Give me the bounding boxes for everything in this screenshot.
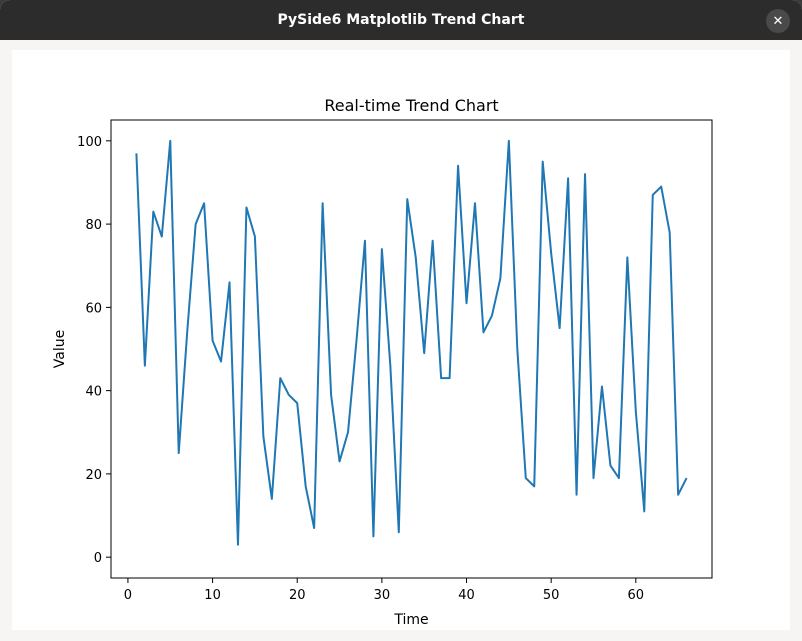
window-title: PySide6 Matplotlib Trend Chart xyxy=(277,12,525,28)
trend-chart: Real-time Trend Chart 0 20 40 60 80 100 0 10 20… xyxy=(52,96,713,628)
y-tick-label: 40 xyxy=(85,385,102,400)
x-tick-label: 40 xyxy=(458,588,475,603)
close-icon: ✕ xyxy=(772,13,784,29)
client-area: Real-time Trend Chart 0 20 40 60 80 100 0 10 20… xyxy=(0,40,802,641)
y-axis: 0 20 40 60 80 100 xyxy=(77,135,111,566)
x-axis: 0 10 20 30 40 50 60 xyxy=(124,578,644,603)
chart-canvas: Real-time Trend Chart 0 20 40 60 80 100 0 10 20… xyxy=(12,50,790,630)
x-tick-label: 10 xyxy=(204,588,221,603)
series-group xyxy=(135,139,688,546)
y-tick-label: 20 xyxy=(85,468,102,483)
series-line xyxy=(135,139,688,546)
y-tick-label: 60 xyxy=(85,301,102,316)
y-tick-label: 100 xyxy=(77,135,102,150)
x-tick-label: 50 xyxy=(543,588,560,603)
y-tick-label: 80 xyxy=(85,218,102,233)
plot-area xyxy=(110,119,713,579)
x-tick-label: 20 xyxy=(289,588,306,603)
x-axis-label: Time xyxy=(393,612,428,628)
x-tick-label: 0 xyxy=(124,588,132,603)
close-button[interactable]: ✕ xyxy=(766,9,790,33)
y-tick-label: 0 xyxy=(94,551,102,566)
x-tick-label: 30 xyxy=(374,588,391,603)
chart-title: Real-time Trend Chart xyxy=(324,96,498,115)
y-axis-label: Value xyxy=(52,330,68,368)
title-bar[interactable]: PySide6 Matplotlib Trend Chart ✕ xyxy=(0,0,802,40)
x-tick-label: 60 xyxy=(628,588,645,603)
